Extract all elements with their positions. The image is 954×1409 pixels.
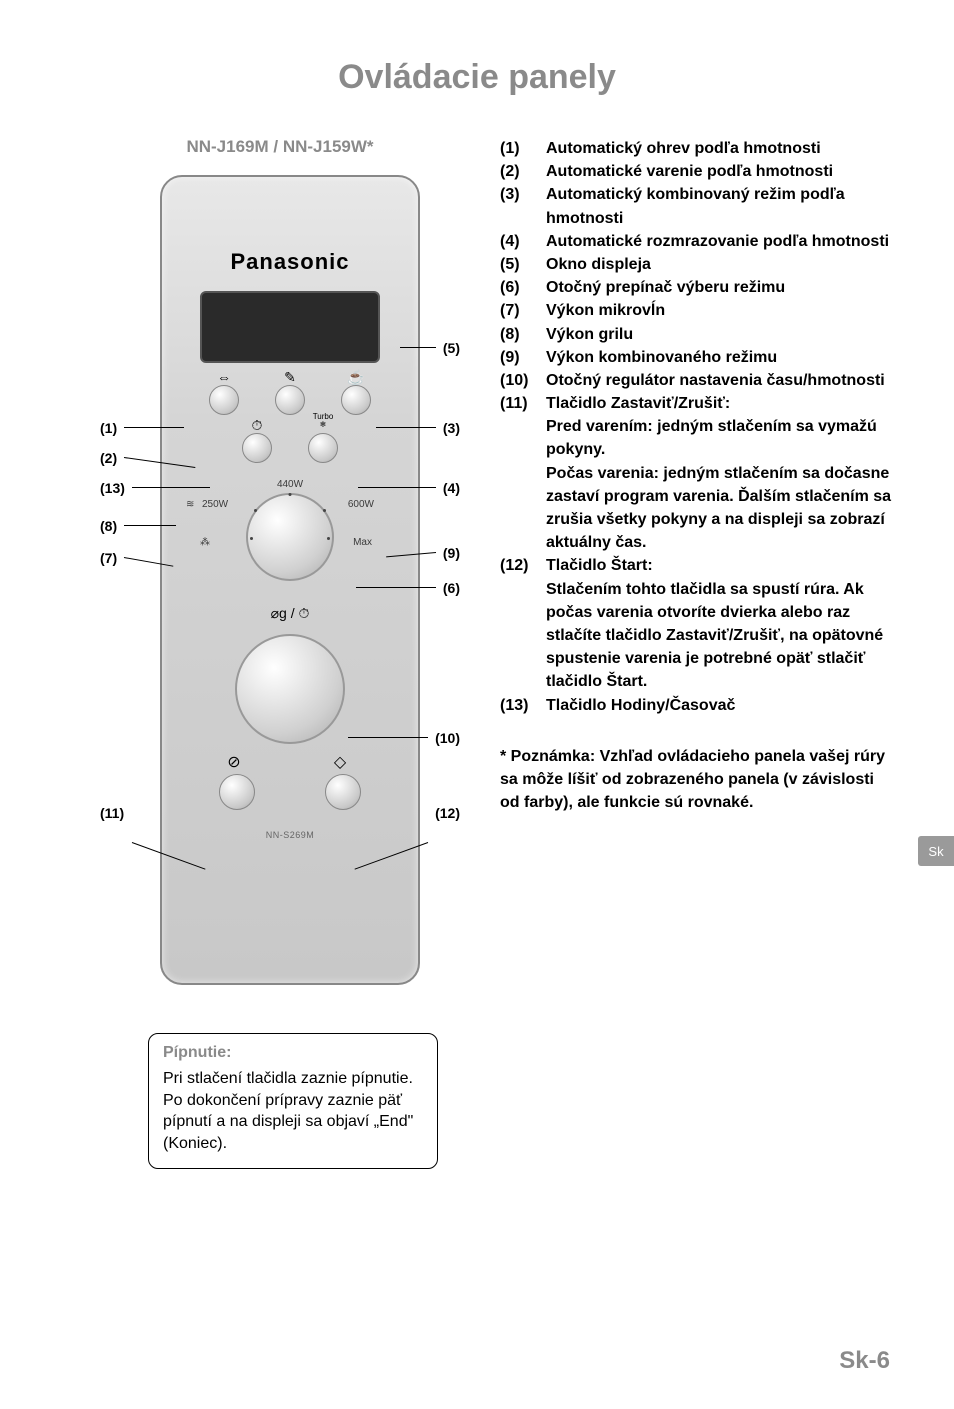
callout-4: (4)	[443, 480, 460, 496]
legend-list: (1)Automatický ohrev podľa hmotnosti (2)…	[500, 137, 894, 717]
callout-6: (6)	[443, 580, 460, 596]
stop-cancel-button[interactable]	[219, 774, 255, 810]
callout-2: (2)	[100, 450, 117, 466]
callout-3: (3)	[443, 420, 460, 436]
auto-defrost-button[interactable]	[308, 433, 338, 463]
callout-13: (13)	[100, 480, 125, 496]
cook-icon: ✎	[275, 369, 305, 386]
model-label: NN-J169M / NN-J159W*	[100, 137, 460, 157]
stop-icon: ⊘	[219, 752, 249, 772]
auto-reheat-button[interactable]	[209, 385, 239, 415]
turbo-label: Turbo❄	[305, 413, 341, 429]
callout-10: (10)	[435, 730, 460, 746]
callout-1: (1)	[100, 420, 117, 436]
page-title: Ovládacie panely	[0, 58, 954, 97]
legend-11-sub: Pred varením: jedným stlačením sa vymažú…	[546, 415, 894, 554]
auto-combi-button[interactable]	[341, 385, 371, 415]
language-tab: Sk	[918, 836, 954, 866]
clock-small-icon: ⏱	[242, 417, 272, 434]
beep-text: Pri stlačení tlačidla zaznie pípnutie. P…	[163, 1068, 423, 1154]
brand-logo: Panasonic	[162, 249, 418, 275]
callout-12: (12)	[435, 805, 460, 821]
start-icon: ◇	[325, 752, 355, 772]
weight-time-icon: ⌀g / ⏱	[162, 605, 418, 622]
dial-max: Max	[353, 537, 372, 548]
page-number: Sk-6	[839, 1347, 890, 1375]
mode-dial[interactable]	[246, 493, 334, 581]
dial-250w: 250W	[202, 499, 228, 510]
cup-icon: ☕	[341, 369, 371, 386]
footnote: * Poznámka: Vzhľad ovládacieho panela va…	[500, 745, 894, 815]
panel-model: NN-S269M	[162, 830, 418, 840]
clock-timer-button[interactable]	[242, 433, 272, 463]
auto-cook-button[interactable]	[275, 385, 305, 415]
start-button[interactable]	[325, 774, 361, 810]
display-window	[200, 291, 380, 363]
reheat-icon: ⇔	[209, 369, 239, 385]
beep-box: Pípnutie: Pri stlačení tlačidla zaznie p…	[148, 1033, 438, 1169]
legend-12-sub: Stlačením tohto tlačidla sa spustí rúra.…	[546, 578, 894, 694]
callout-9: (9)	[443, 545, 460, 561]
callout-5: (5)	[443, 340, 460, 356]
dial-440w: 440W	[277, 479, 303, 490]
callout-7: (7)	[100, 550, 117, 566]
dial-600w: 600W	[348, 499, 374, 510]
beep-title: Pípnutie:	[163, 1044, 423, 1062]
callout-8: (8)	[100, 518, 117, 534]
dial-grill-icon: ≋	[186, 499, 194, 510]
dial-snow-icon: ⁂	[200, 537, 210, 548]
callout-11: (11)	[100, 805, 124, 821]
panel-diagram: Panasonic ⇔ ✎ ☕	[100, 175, 460, 1005]
time-weight-dial[interactable]	[235, 634, 345, 744]
